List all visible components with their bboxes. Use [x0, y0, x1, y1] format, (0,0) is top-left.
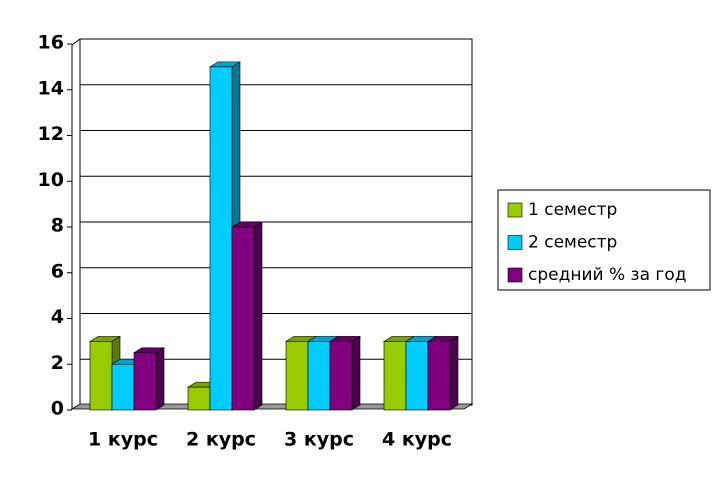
bar-side-shade: [352, 336, 360, 410]
bar-side-shade: [450, 336, 458, 410]
legend-swatch: [507, 267, 523, 283]
legend-swatch: [507, 202, 523, 218]
bar-front: [285, 341, 309, 411]
bar-front: [405, 341, 429, 411]
y-tick-label: 10: [38, 169, 64, 191]
bar: [426, 335, 460, 411]
legend-label: 1 семестр: [528, 200, 617, 220]
y-tick-label: 12: [38, 123, 64, 145]
bar-top-shade: [134, 347, 164, 353]
bar: [230, 221, 264, 411]
legend-label: средний % за год: [528, 265, 686, 285]
bar: [132, 347, 166, 411]
bar-front: [427, 341, 451, 411]
bar-top-shade: [406, 336, 436, 342]
y-tick-label: 4: [51, 306, 64, 328]
y-tick-label: 8: [51, 215, 64, 237]
bar-top-shade: [90, 336, 120, 342]
legend: [497, 189, 711, 291]
bar-front: [133, 352, 157, 411]
bar-top-shade: [286, 336, 316, 342]
bar: [328, 335, 362, 411]
bar-side-shade: [156, 347, 164, 410]
bar-top-shade: [210, 61, 240, 67]
bar-top-shade: [428, 336, 458, 342]
bar-front: [329, 341, 353, 411]
legend-label: 2 семестр: [528, 233, 617, 253]
y-tick-label: 16: [38, 32, 64, 54]
x-tick-label: 1 курс: [88, 429, 158, 451]
bar-top-shade: [384, 336, 414, 342]
bar-front: [307, 341, 331, 411]
bar-top-shade: [308, 336, 338, 342]
wall-edge: [71, 38, 81, 46]
y-tick-label: 14: [38, 77, 64, 99]
bar-top-shade: [330, 336, 360, 342]
x-tick-label: 3 курс: [284, 429, 354, 451]
legend-swatch: [507, 235, 523, 250]
y-tick-label: 6: [51, 260, 64, 282]
y-tick-label: 0: [51, 398, 64, 420]
bar-front: [231, 226, 255, 411]
bar-side-shade: [254, 222, 262, 410]
y-tick-label: 2: [51, 352, 64, 374]
bar-front: [89, 341, 113, 411]
bar-front: [187, 386, 211, 411]
x-tick-label: 4 курс: [382, 429, 452, 451]
x-tick-label: 2 курс: [186, 429, 256, 451]
bar-front: [383, 341, 407, 411]
bar-front: [111, 363, 135, 411]
bar-top-shade: [232, 222, 262, 227]
bar-front: [209, 66, 233, 411]
